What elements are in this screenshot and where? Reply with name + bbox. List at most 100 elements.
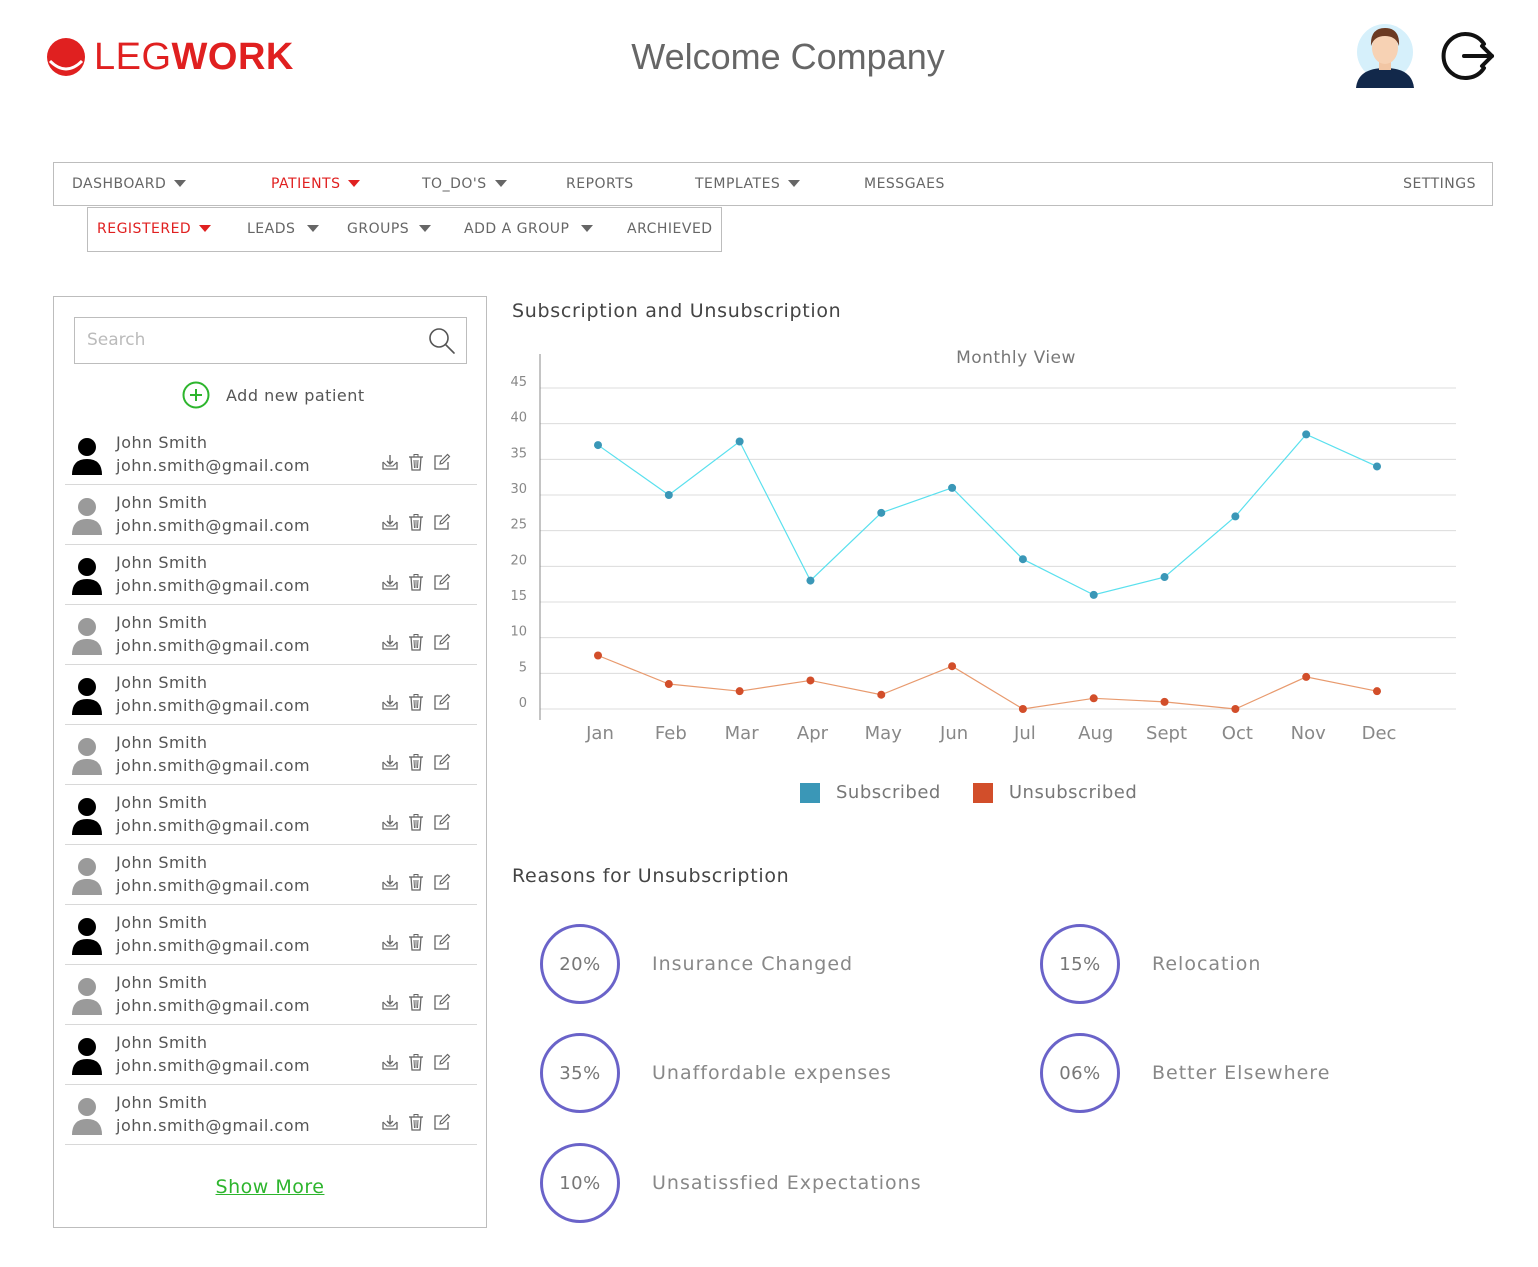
legend-item-unsubscribed[interactable]: Unsubscribed <box>973 782 1137 803</box>
y-tick-label: 35 <box>510 446 527 461</box>
download-icon[interactable] <box>381 813 399 831</box>
download-icon[interactable] <box>381 453 399 471</box>
subnav-groups[interactable]: GROUPS <box>347 208 431 251</box>
edit-icon[interactable] <box>433 1053 451 1071</box>
nav-settings[interactable]: SETTINGS <box>1403 163 1476 205</box>
show-more-link[interactable]: Show More <box>54 1176 486 1198</box>
trash-icon[interactable] <box>407 933 425 951</box>
trash-icon[interactable] <box>407 513 425 531</box>
subnav-registered[interactable]: REGISTERED <box>97 208 211 251</box>
trash-icon[interactable] <box>407 813 425 831</box>
nav-dashboard[interactable]: DASHBOARD <box>72 163 186 205</box>
download-icon[interactable] <box>381 753 399 771</box>
patient-name[interactable]: John Smith <box>116 613 207 632</box>
add-patient-button[interactable]: Add new patient <box>182 381 365 409</box>
patient-name[interactable]: John Smith <box>116 1033 207 1052</box>
subnav-add-group[interactable]: ADD A GROUP <box>464 208 593 251</box>
search-input[interactable] <box>75 318 419 362</box>
patient-row[interactable]: John Smith john.smith@gmail.com <box>65 605 477 665</box>
patient-row[interactable]: John Smith john.smith@gmail.com <box>65 665 477 725</box>
download-icon[interactable] <box>381 513 399 531</box>
nav-todos[interactable]: TO_DO'S <box>422 163 507 205</box>
download-icon[interactable] <box>381 1053 399 1071</box>
reason-label: Better Elsewhere <box>1152 1062 1330 1084</box>
download-icon[interactable] <box>381 873 399 891</box>
x-tick-label: Jan <box>585 723 614 744</box>
patient-name[interactable]: John Smith <box>116 673 207 692</box>
patient-row-actions <box>381 753 459 771</box>
patient-row[interactable]: John Smith john.smith@gmail.com <box>65 485 477 545</box>
chart-legend: Subscribed Unsubscribed <box>800 782 1169 803</box>
patient-row[interactable]: John Smith john.smith@gmail.com <box>65 785 477 845</box>
trash-icon[interactable] <box>407 1113 425 1131</box>
logout-icon[interactable] <box>1440 30 1496 82</box>
x-tick-label: Feb <box>655 723 687 744</box>
patient-name[interactable]: John Smith <box>116 973 207 992</box>
patient-name[interactable]: John Smith <box>116 733 207 752</box>
nav-reports-label: REPORTS <box>566 176 634 192</box>
data-point-subscribed <box>1019 555 1027 563</box>
edit-icon[interactable] <box>433 753 451 771</box>
trash-icon[interactable] <box>407 453 425 471</box>
download-icon[interactable] <box>381 933 399 951</box>
patient-row[interactable]: John Smith john.smith@gmail.com <box>65 905 477 965</box>
patient-row[interactable]: John Smith john.smith@gmail.com <box>65 1025 477 1085</box>
edit-icon[interactable] <box>433 693 451 711</box>
edit-icon[interactable] <box>433 933 451 951</box>
trash-icon[interactable] <box>407 693 425 711</box>
edit-icon[interactable] <box>433 873 451 891</box>
edit-icon[interactable] <box>433 813 451 831</box>
download-icon[interactable] <box>381 1113 399 1131</box>
patient-name[interactable]: John Smith <box>116 853 207 872</box>
search-icon[interactable] <box>428 327 456 355</box>
download-icon[interactable] <box>381 693 399 711</box>
legend-item-subscribed[interactable]: Subscribed <box>800 782 941 803</box>
patient-name[interactable]: John Smith <box>116 793 207 812</box>
trash-icon[interactable] <box>407 993 425 1011</box>
nav-patients[interactable]: PATIENTS <box>271 163 360 205</box>
patient-email: john.smith@gmail.com <box>116 456 310 475</box>
patients-subnav: REGISTERED LEADS GROUPS ADD A GROUP ARCH… <box>87 207 722 252</box>
edit-icon[interactable] <box>433 513 451 531</box>
subscription-line-chart: 051015202530354045Jan Feb Mar Apr May Jun Jul A… <box>500 350 1480 770</box>
edit-icon[interactable] <box>433 1113 451 1131</box>
patient-row-actions <box>381 513 459 531</box>
trash-icon[interactable] <box>407 873 425 891</box>
patient-name[interactable]: John Smith <box>116 553 207 572</box>
edit-icon[interactable] <box>433 633 451 651</box>
edit-icon[interactable] <box>433 993 451 1011</box>
nav-templates[interactable]: TEMPLATES <box>695 163 800 205</box>
data-point-unsubscribed <box>1231 705 1239 713</box>
patient-row[interactable]: John Smith john.smith@gmail.com <box>65 725 477 785</box>
reason-label: Unsatissfied Expectations <box>652 1172 922 1194</box>
patient-row[interactable]: John Smith john.smith@gmail.com <box>65 845 477 905</box>
download-icon[interactable] <box>381 573 399 591</box>
edit-icon[interactable] <box>433 453 451 471</box>
user-avatar-icon[interactable] <box>1352 22 1418 88</box>
caret-down-icon <box>348 180 360 187</box>
patient-row-actions <box>381 813 459 831</box>
patient-name[interactable]: John Smith <box>116 913 207 932</box>
nav-messages[interactable]: MESSGAES <box>864 163 945 205</box>
y-tick-label: 45 <box>510 375 527 390</box>
patient-row[interactable]: John Smith john.smith@gmail.com <box>65 425 477 485</box>
patient-row[interactable]: John Smith john.smith@gmail.com <box>65 545 477 605</box>
trash-icon[interactable] <box>407 633 425 651</box>
trash-icon[interactable] <box>407 573 425 591</box>
patient-name[interactable]: John Smith <box>116 433 207 452</box>
patient-email: john.smith@gmail.com <box>116 696 310 715</box>
patient-name[interactable]: John Smith <box>116 1093 207 1112</box>
patient-avatar-icon <box>72 917 102 955</box>
download-icon[interactable] <box>381 633 399 651</box>
trash-icon[interactable] <box>407 753 425 771</box>
trash-icon[interactable] <box>407 1053 425 1071</box>
patient-name[interactable]: John Smith <box>116 493 207 512</box>
reason-percent-circle: 20% <box>540 924 620 1004</box>
subnav-leads[interactable]: LEADS <box>247 208 319 251</box>
patient-row[interactable]: John Smith john.smith@gmail.com <box>65 1085 477 1145</box>
patient-row[interactable]: John Smith john.smith@gmail.com <box>65 965 477 1025</box>
subnav-archived[interactable]: ARCHIEVED <box>627 208 713 251</box>
edit-icon[interactable] <box>433 573 451 591</box>
nav-reports[interactable]: REPORTS <box>566 163 634 205</box>
download-icon[interactable] <box>381 993 399 1011</box>
